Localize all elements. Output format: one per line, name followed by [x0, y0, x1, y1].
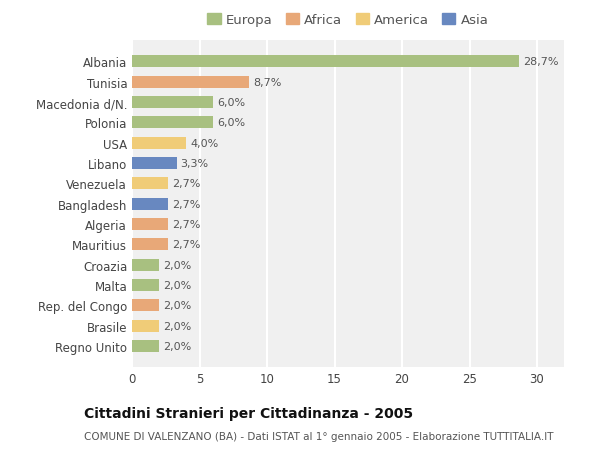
Bar [132, 239, 169, 251]
Bar [132, 97, 213, 109]
Text: 6,0%: 6,0% [217, 118, 245, 128]
Bar [132, 56, 520, 68]
Text: 4,0%: 4,0% [190, 139, 218, 148]
Text: 2,0%: 2,0% [163, 341, 191, 351]
Text: 2,7%: 2,7% [173, 240, 201, 250]
Text: COMUNE DI VALENZANO (BA) - Dati ISTAT al 1° gennaio 2005 - Elaborazione TUTTITAL: COMUNE DI VALENZANO (BA) - Dati ISTAT al… [84, 431, 554, 442]
Bar [132, 157, 176, 170]
Bar [132, 76, 250, 89]
Text: 2,0%: 2,0% [163, 260, 191, 270]
Bar [132, 300, 159, 312]
Text: 2,7%: 2,7% [173, 219, 201, 230]
Text: 2,0%: 2,0% [163, 280, 191, 291]
Bar [132, 137, 186, 150]
Text: 8,7%: 8,7% [254, 78, 282, 88]
Text: 28,7%: 28,7% [523, 57, 559, 67]
Bar [132, 340, 159, 353]
Text: 3,3%: 3,3% [181, 159, 209, 168]
Bar [132, 198, 169, 210]
Text: 6,0%: 6,0% [217, 98, 245, 108]
Bar [132, 218, 169, 230]
Bar [132, 320, 159, 332]
Text: 2,7%: 2,7% [173, 179, 201, 189]
Text: Cittadini Stranieri per Cittadinanza - 2005: Cittadini Stranieri per Cittadinanza - 2… [84, 406, 413, 420]
Text: 2,0%: 2,0% [163, 321, 191, 331]
Bar [132, 178, 169, 190]
Legend: Europa, Africa, America, Asia: Europa, Africa, America, Asia [202, 9, 494, 32]
Bar [132, 280, 159, 291]
Bar [132, 117, 213, 129]
Text: 2,7%: 2,7% [173, 199, 201, 209]
Bar [132, 259, 159, 271]
Text: 2,0%: 2,0% [163, 301, 191, 311]
